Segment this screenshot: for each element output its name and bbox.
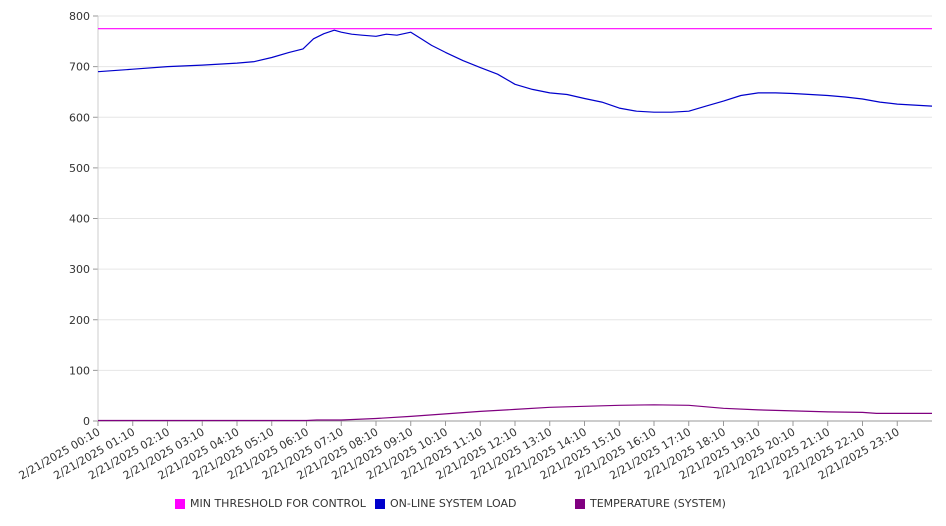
y-tick-label: 200 (69, 314, 90, 327)
legend-swatch-temperature (575, 498, 585, 509)
legend: MIN THRESHOLD FOR CONTROL ON-LINE SYSTEM… (0, 497, 946, 515)
y-tick-label: 800 (69, 10, 90, 23)
y-tick-label: 0 (83, 415, 90, 428)
legend-swatch-min-threshold (175, 498, 185, 509)
y-tick-label: 300 (69, 263, 90, 276)
legend-item-system-load[interactable]: ON-LINE SYSTEM LOAD (375, 497, 516, 510)
series-lines (97, 28, 933, 422)
grid-lines (98, 15, 932, 371)
series-line-system-load (97, 29, 933, 113)
legend-item-min-threshold[interactable]: MIN THRESHOLD FOR CONTROL (175, 497, 366, 510)
legend-label-system-load: ON-LINE SYSTEM LOAD (390, 497, 517, 510)
y-tick-label: 500 (69, 162, 90, 175)
y-tick-label: 400 (69, 213, 90, 226)
legend-swatch-system-load (375, 498, 385, 509)
axes (93, 15, 932, 426)
y-tick-label: 100 (69, 364, 90, 377)
y-tick-label: 700 (69, 61, 90, 74)
legend-item-temperature[interactable]: TEMPERATURE (SYSTEM) (575, 497, 726, 510)
legend-label-temperature: TEMPERATURE (SYSTEM) (590, 497, 726, 510)
legend-label-min-threshold: MIN THRESHOLD FOR CONTROL (190, 497, 366, 510)
series-line-temperature (98, 404, 932, 422)
y-tick-label: 600 (69, 111, 90, 124)
